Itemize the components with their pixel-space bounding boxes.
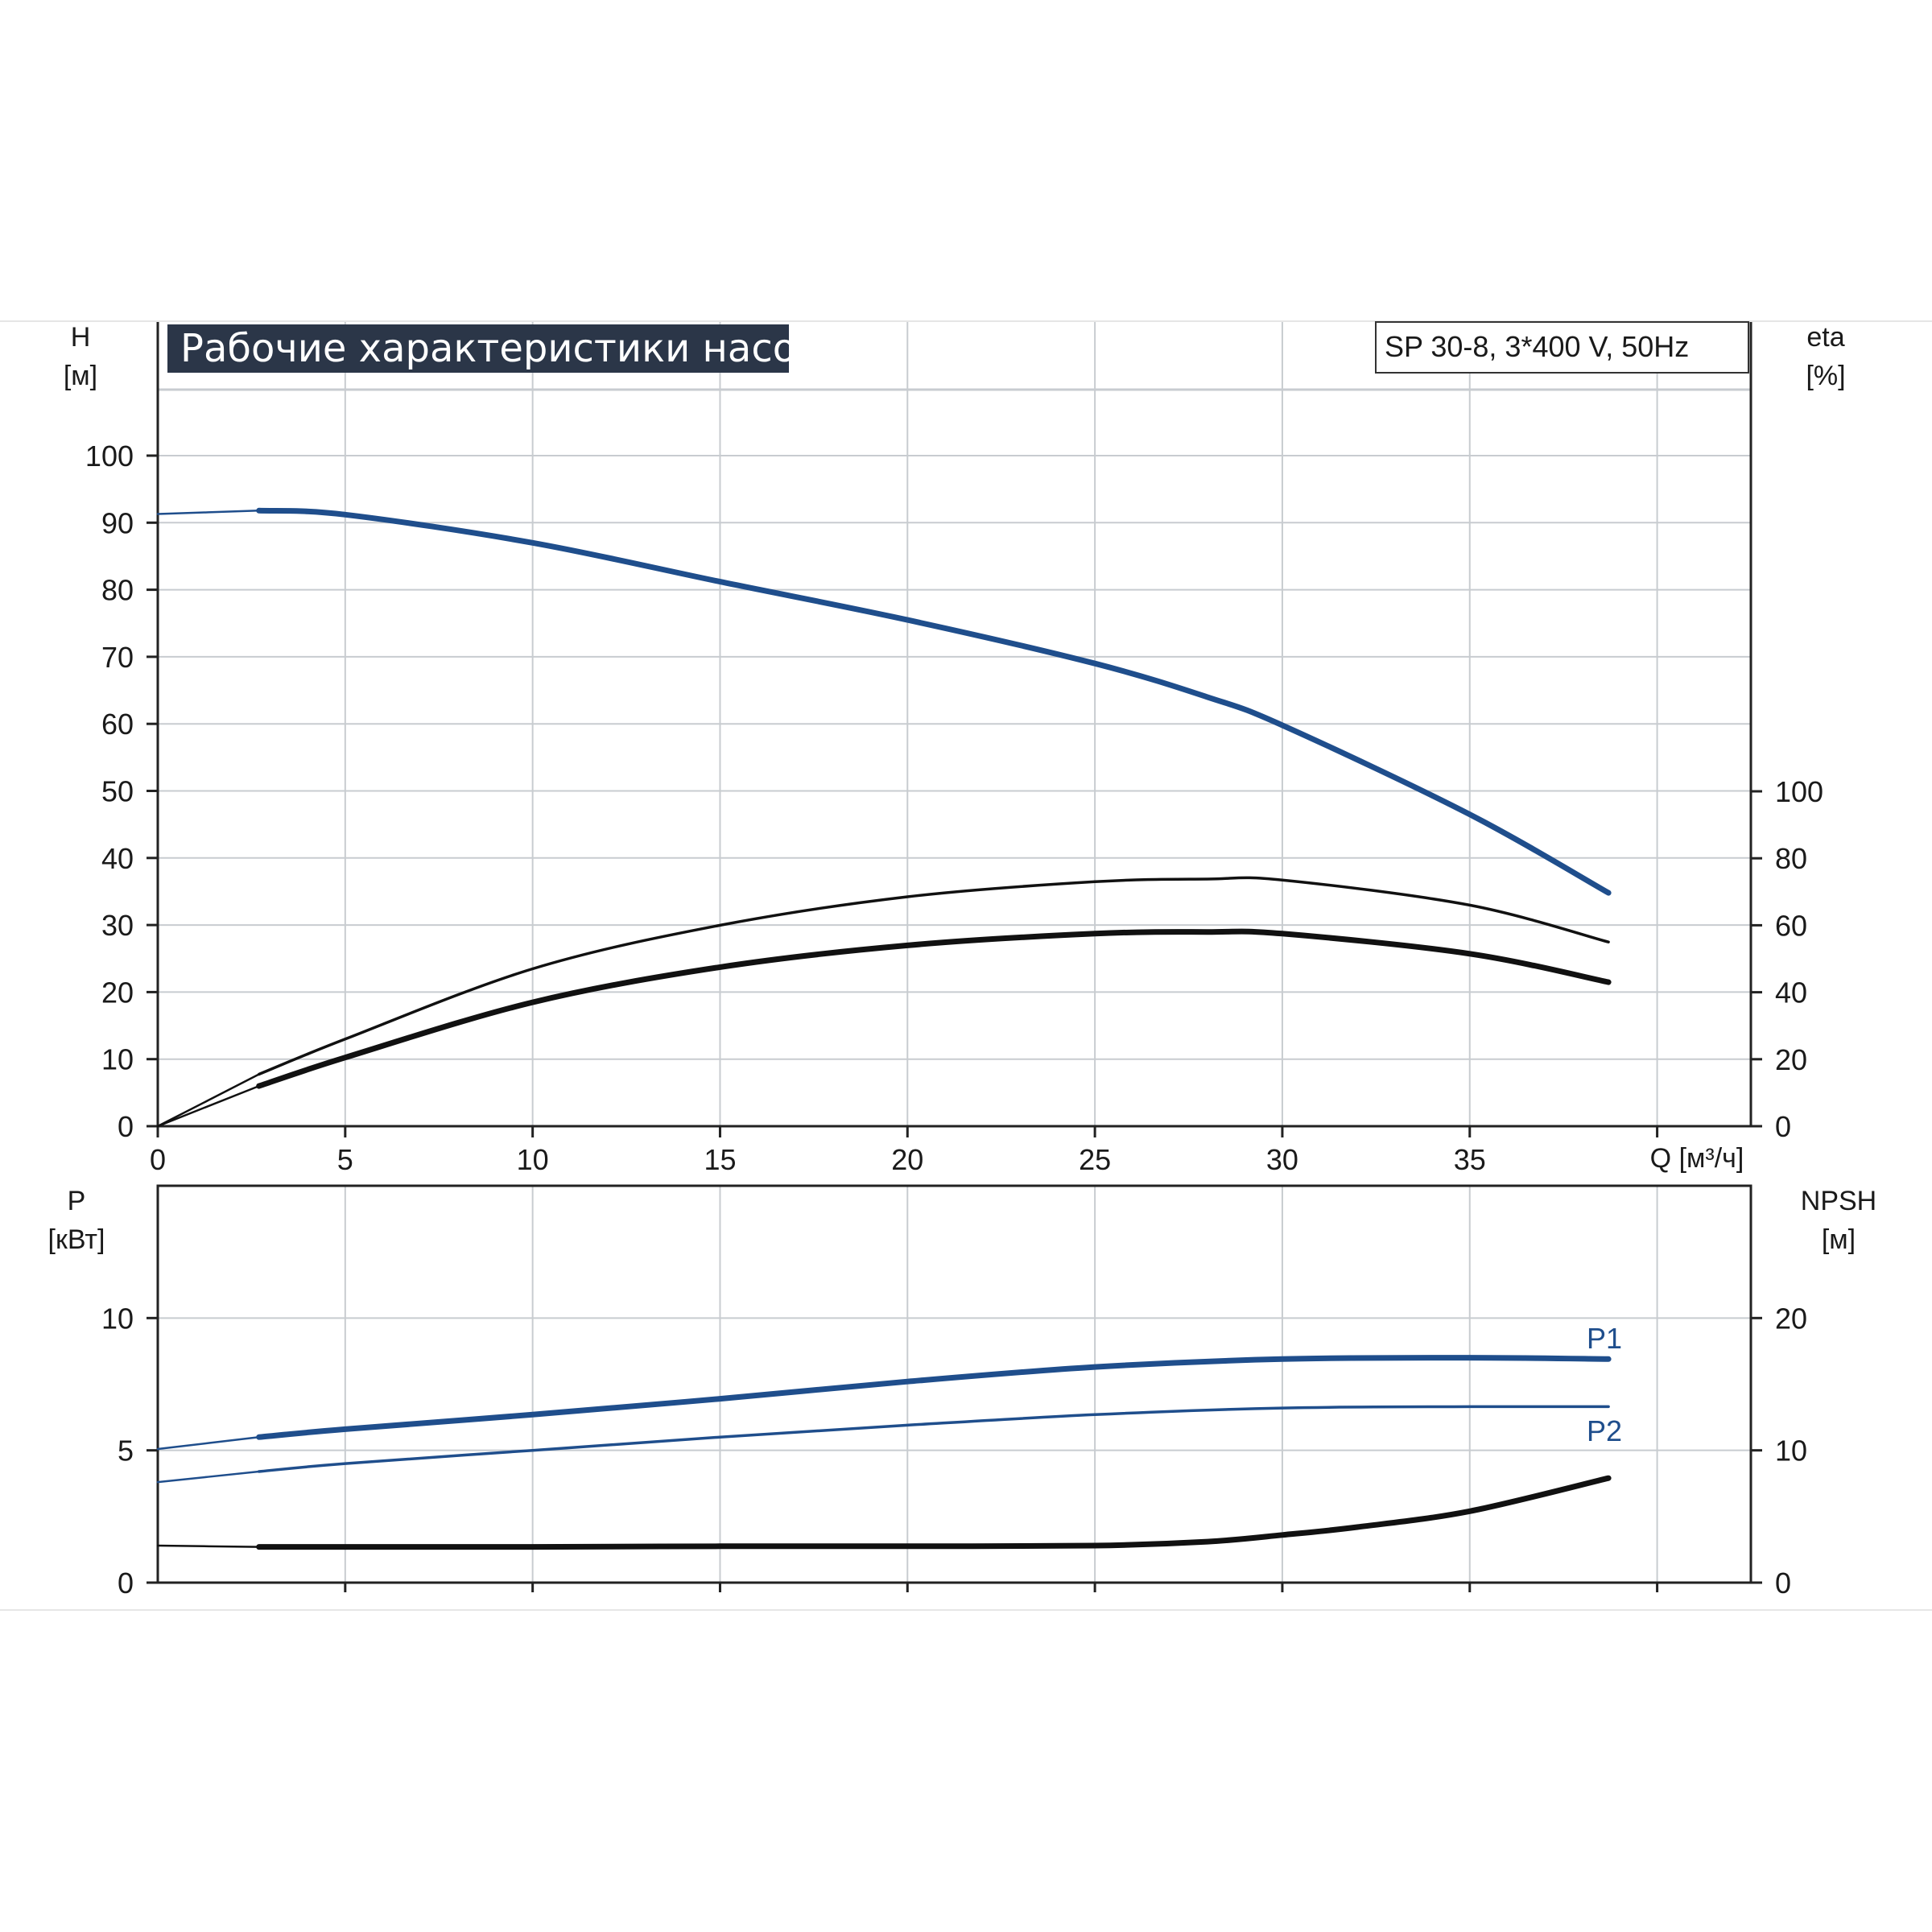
lower-right-axis-label-1: NPSH [1801,1186,1876,1216]
upper-right-axis-label-2: [%] [1806,361,1845,391]
y-right-tick-label: 20 [1775,1043,1807,1076]
x-tick-label: 15 [704,1143,736,1176]
x-tick-label: 5 [337,1143,353,1176]
y-left-tick-label: 30 [101,909,134,942]
x-tick-label: 10 [517,1143,549,1176]
x-tick-label: 30 [1266,1143,1298,1176]
upper-series-2-line [256,928,1612,1089]
y-right-tick-label: 0 [1775,1567,1791,1600]
y-right-tick-label: 0 [1775,1110,1791,1143]
y-left-tick-label: 50 [101,775,134,808]
x-tick-label: 35 [1454,1143,1486,1176]
upper-left-axis-label-1: H [71,322,91,353]
x-tick-label: 25 [1079,1143,1111,1176]
upper-series-0-lead-line [156,510,260,515]
y-left-tick-label: 90 [101,506,134,539]
series-label-p2: P2 [1587,1414,1622,1447]
lower-series-0-line [256,1355,1612,1440]
y-left-tick-label: 100 [85,440,134,473]
upper-series-2-lead-line [156,1084,260,1128]
title-banner [167,324,789,373]
series-label-p1: P1 [1587,1322,1622,1355]
lower-series-2-lead-line [156,1544,260,1548]
lower-frame [156,1184,1752,1584]
upper-series-0-line [256,507,1612,896]
y-left-tick-label: 20 [101,976,134,1009]
x-tick-label: 0 [150,1143,166,1176]
y-right-tick-label: 60 [1775,909,1807,942]
x-axis-label: Q [м³/ч] [1650,1143,1744,1174]
y-right-tick-label: 80 [1775,842,1807,875]
lower-series-0-lead-line [156,1435,260,1451]
x-tick-label: 20 [891,1143,923,1176]
y-left-tick-label: 0 [118,1567,134,1600]
y-right-tick-label: 10 [1775,1435,1807,1468]
upper-axes: 0 5 10 15 20 25 30 35 0 10 20 30 40 50 60 70 80 90 100 0 20 4… [85,322,1823,1176]
y-left-tick-label: 70 [101,641,134,674]
y-left-tick-label: 0 [118,1110,134,1143]
y-left-tick-label: 60 [101,708,134,741]
y-left-tick-label: 10 [101,1302,134,1335]
upper-grid [158,322,1751,1126]
y-left-tick-label: 5 [118,1435,134,1468]
y-right-tick-label: 20 [1775,1302,1807,1335]
lower-series-2-line [256,1475,1612,1550]
upper-left-axis-label-2: [м] [64,361,97,391]
lower-series-1-line [257,1405,1610,1473]
upper-series-1-line [257,876,1610,1076]
model-box [1375,321,1749,374]
y-left-tick-label: 80 [101,574,134,607]
upper-series [156,507,1612,1128]
lower-axes: 0 5 10 0 10 20 [101,1184,1807,1600]
y-left-tick-label: 10 [101,1043,134,1076]
lower-left-axis-label-1: P [68,1186,86,1216]
y-right-tick-label: 40 [1775,976,1807,1009]
y-right-tick-label: 100 [1775,775,1823,808]
lower-left-axis-label-2: [кВт] [48,1224,105,1255]
lower-series [156,1355,1612,1550]
y-left-tick-label: 40 [101,842,134,875]
model-label: SP 30-8, 3*400 V, 50Hz [1385,330,1689,363]
chart-title: Рабочие характеристики насоса [180,326,841,371]
lower-right-axis-label-2: [м] [1822,1224,1856,1255]
upper-right-axis-label-1: eta [1806,322,1844,353]
lower-series-1-lead-line [156,1470,260,1484]
